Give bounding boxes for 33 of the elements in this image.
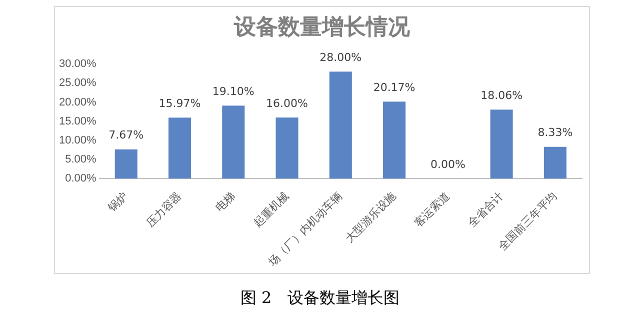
caption: 图 2 设备数量增长图 [239,288,401,309]
data-label: 28.00% [320,51,362,64]
data-label: 20.17% [373,80,416,94]
bar [383,102,406,179]
y-tick-label: 0.00% [65,172,97,185]
x-tick-label: 锅炉 [104,189,130,215]
y-tick-label: 5.00% [65,154,97,166]
x-tick-label: 全省合计 [466,189,506,230]
bar [114,149,138,179]
x-tick-label: 起重机械 [250,189,292,230]
x-tick-label: 压力容器 [144,189,184,230]
data-label: 16.00% [266,96,308,110]
y-tick-label: 20.00% [58,96,97,108]
y-tick-label: 25.00% [58,77,97,90]
y-tick-label: 15.00% [58,115,97,128]
data-label: 18.06% [480,88,523,102]
y-tick-label: 10.00% [58,134,97,146]
y-tick-label: 30.00% [58,58,97,70]
x-tick-label: 客运索道 [412,189,452,230]
bar [222,106,245,179]
x-tick-label: 大型游乐设施 [342,189,399,246]
bar [168,118,192,179]
bar [490,110,513,179]
data-label: 7.67% [108,128,144,142]
bar [544,146,566,179]
data-label: 19.10% [212,85,254,98]
x-tick-label: 电梯 [212,189,238,214]
bar [329,72,352,179]
data-label: 8.33% [538,126,573,140]
chart-title: 设备数量增长情况 [232,14,411,42]
data-label: 0.00% [430,158,466,172]
bar [276,118,298,179]
data-label: 15.97% [158,96,201,110]
